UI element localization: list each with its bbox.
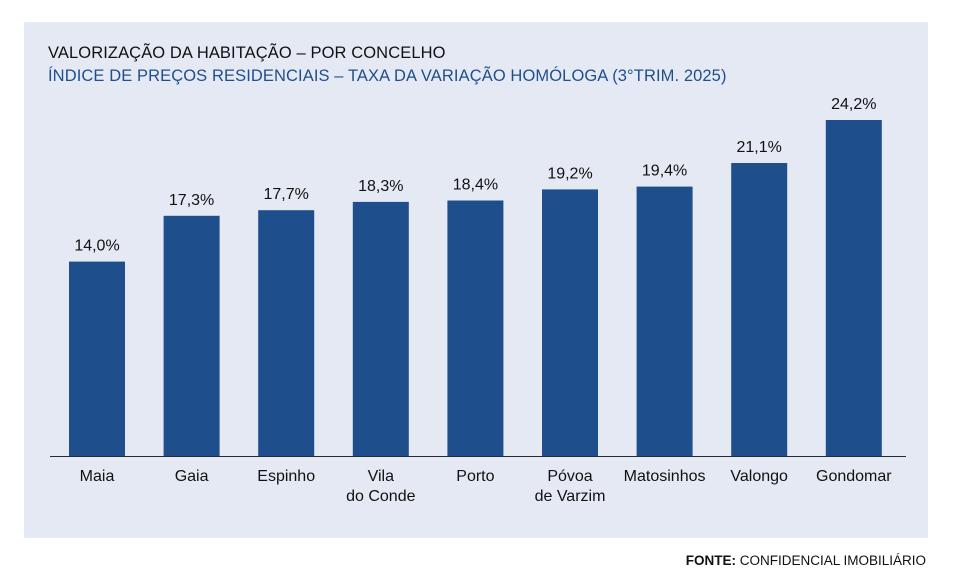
category-label: do Conde [346, 488, 415, 505]
category-label: Matosinhos [624, 468, 706, 485]
category-label: Valongo [730, 468, 788, 485]
bar-porto [447, 200, 504, 456]
source-text: CONFIDENCIAL IMOBILIÁRIO [735, 553, 926, 568]
value-label: 17,3% [169, 192, 214, 209]
bar-gondomar [825, 120, 882, 456]
category-label: Maia [80, 468, 115, 485]
bar-gaia [163, 215, 220, 456]
bar-espinho [258, 210, 315, 456]
category-label: Gaia [175, 468, 209, 485]
bar-maia [69, 261, 125, 456]
source-note: FONTE: CONFIDENCIAL IMOBILIÁRIO [686, 553, 926, 568]
value-label: 24,2% [831, 96, 876, 113]
value-label: 18,4% [453, 177, 498, 194]
bar-póvoa-de-varzim [542, 189, 598, 456]
category-label: Gondomar [816, 468, 892, 485]
bar-matosinhos [636, 186, 693, 456]
chart-title: VALORIZAÇÃO DA HABITAÇÃO – POR CONCELHO [48, 44, 446, 62]
category-label: de Varzim [535, 488, 606, 505]
value-label: 21,1% [737, 139, 782, 156]
value-label: 19,2% [547, 165, 592, 182]
category-label: Vila [368, 468, 394, 485]
value-label: 14,0% [74, 238, 119, 255]
bar-valongo [731, 163, 788, 456]
value-label: 19,4% [642, 163, 687, 180]
source-label: FONTE: [685, 553, 736, 568]
category-label: Porto [456, 468, 494, 485]
chart-subtitle: ÍNDICE DE PREÇOS RESIDENCIAIS – TAXA DA … [48, 67, 727, 85]
category-label: Espinho [257, 468, 315, 485]
category-label: Póvoa [547, 468, 592, 485]
value-label: 18,3% [358, 178, 403, 195]
bar-vila-do-conde [352, 201, 409, 456]
value-label: 17,7% [264, 186, 309, 203]
